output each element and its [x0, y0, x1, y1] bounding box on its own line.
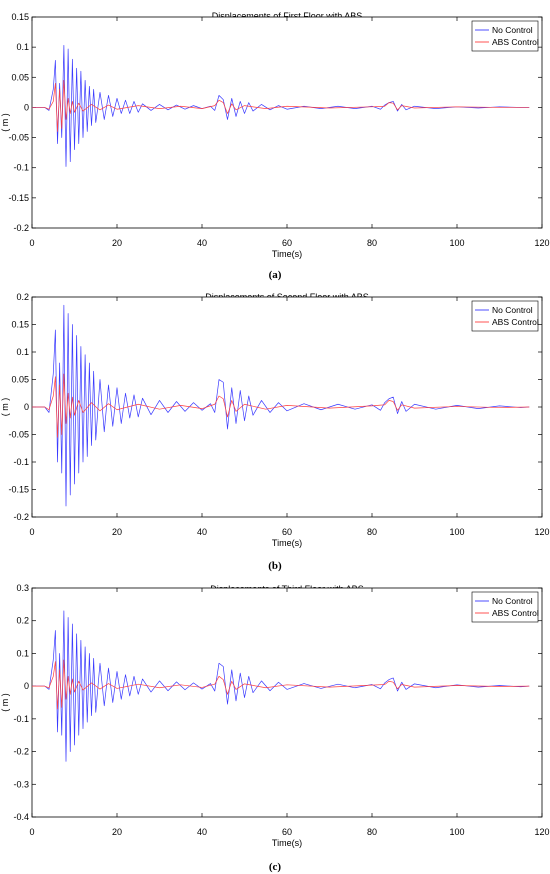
y-tick-label: -0.1 [13, 163, 29, 173]
y-tick-label: -0.05 [8, 430, 29, 440]
x-tick-label: 40 [197, 827, 207, 837]
legend-label: ABS Control [492, 317, 539, 327]
figure-caption: (c) [269, 861, 282, 873]
y-tick-label: 0 [24, 402, 29, 412]
y-tick-label: 0.2 [16, 292, 29, 302]
chart-title: Displacements of First Floor with ABS [212, 11, 363, 21]
x-tick-label: 100 [449, 827, 464, 837]
y-tick-label: -0.4 [13, 812, 29, 822]
chart-first-floor: Displacements of First Floor with ABS 0 20… [0, 11, 550, 281]
plot-area [31, 16, 543, 229]
y-tick-label: -0.1 [13, 457, 29, 467]
chart-third-floor: Displacements of Third Floor with ABS020… [0, 583, 550, 873]
legend-label: No Control [492, 25, 533, 35]
series-line-abs-control [32, 79, 530, 132]
x-tick-label: 20 [112, 238, 122, 248]
y-tick-label: 0.15 [11, 320, 29, 330]
legend-box [471, 20, 539, 52]
legend-box [471, 300, 539, 332]
x-axis-label: Time(s) [272, 249, 302, 259]
chart-panel-a: Displacements of First Floor with ABS 0 20… [0, 0, 550, 289]
y-tick-label: -0.15 [8, 193, 29, 203]
y-axis-label: ( m ) [0, 398, 10, 417]
y-tick-label: -0.1 [13, 714, 29, 724]
legend: No Control ABS Control [471, 300, 539, 332]
x-tick-label: 40 [197, 527, 207, 537]
legend: No Control ABS Control [471, 591, 539, 623]
legend-label: ABS Control [492, 37, 539, 47]
x-axis-label: Time(s) [272, 838, 302, 848]
x-axis-label: Time(s) [272, 538, 302, 548]
x-tick-label: 80 [367, 527, 377, 537]
y-tick-label: 0.1 [16, 648, 29, 658]
x-tick-label: 100 [449, 238, 464, 248]
series-line-abs-control [32, 373, 530, 438]
x-tick-label: 60 [282, 527, 292, 537]
chart-second-floor: Displacements of Second Floor with ABS02… [0, 292, 550, 572]
y-axis-label: ( m ) [0, 693, 10, 712]
x-tick-label: 100 [449, 527, 464, 537]
y-tick-label: -0.2 [13, 512, 29, 522]
y-tick-label: 0.3 [16, 583, 29, 593]
legend-label: ABS Control [492, 608, 539, 618]
legend-label: No Control [492, 305, 533, 315]
chart-panel-c: Displacements of Third Floor with ABS020… [0, 578, 550, 874]
y-tick-label: 0.15 [11, 12, 29, 22]
series-line-abs-control [32, 659, 530, 710]
x-tick-label: 120 [534, 827, 549, 837]
y-tick-label: 0.2 [16, 616, 29, 626]
y-tick-label: -0.2 [13, 223, 29, 233]
x-tick-label: 0 [29, 238, 34, 248]
plot-area [31, 587, 543, 818]
x-tick-label: 20 [112, 827, 122, 837]
y-tick-label: 0 [24, 102, 29, 112]
figure-caption: (b) [268, 560, 282, 572]
x-tick-label: 80 [367, 827, 377, 837]
x-tick-label: 0 [29, 527, 34, 537]
figure-caption: (a) [269, 269, 282, 281]
y-axis-label: ( m ) [0, 113, 10, 132]
y-tick-label: 0.05 [11, 72, 29, 82]
y-tick-label: 0 [24, 681, 29, 691]
x-tick-label: 60 [282, 827, 292, 837]
y-tick-label: 0.1 [16, 42, 29, 52]
x-tick-label: 80 [367, 238, 377, 248]
x-tick-label: 60 [282, 238, 292, 248]
y-tick-label: 0.1 [16, 347, 29, 357]
y-tick-label: -0.3 [13, 779, 29, 789]
plot-area [31, 296, 543, 518]
x-tick-label: 120 [534, 238, 549, 248]
x-tick-label: 0 [29, 827, 34, 837]
y-tick-label: 0.05 [11, 375, 29, 385]
y-tick-label: -0.2 [13, 747, 29, 757]
legend-label: No Control [492, 596, 533, 606]
x-tick-label: 20 [112, 527, 122, 537]
x-tick-label: 120 [534, 527, 549, 537]
legend: No Control ABS Control [471, 20, 539, 52]
x-tick-label: 40 [197, 238, 207, 248]
y-tick-label: -0.05 [8, 133, 29, 143]
legend-box [471, 591, 539, 623]
chart-panel-b: Displacements of Second Floor with ABS02… [0, 289, 550, 578]
y-tick-label: -0.15 [8, 485, 29, 495]
